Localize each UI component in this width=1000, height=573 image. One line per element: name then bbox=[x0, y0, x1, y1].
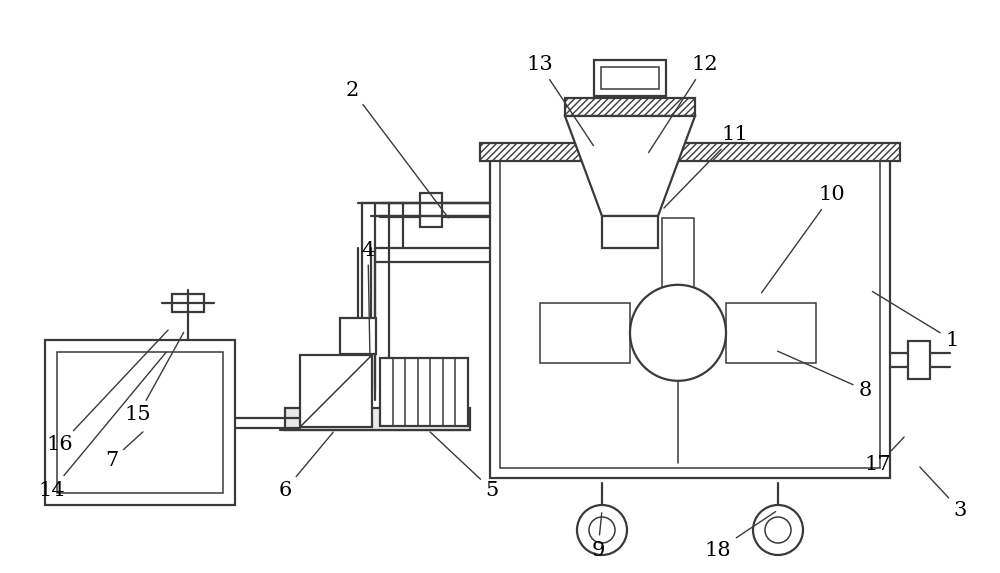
Bar bbox=[594, 60, 666, 96]
Text: 11: 11 bbox=[664, 125, 748, 208]
Circle shape bbox=[589, 517, 615, 543]
Text: 18: 18 bbox=[705, 512, 776, 559]
Bar bbox=[420, 193, 442, 227]
Bar bbox=[57, 352, 223, 493]
Bar bbox=[602, 216, 658, 248]
Bar bbox=[285, 408, 470, 430]
Bar bbox=[726, 303, 816, 363]
Text: 14: 14 bbox=[39, 352, 166, 500]
Text: 2: 2 bbox=[345, 80, 448, 218]
Text: 7: 7 bbox=[105, 432, 143, 469]
Text: 9: 9 bbox=[591, 513, 605, 559]
Text: 3: 3 bbox=[920, 467, 967, 520]
Bar bbox=[340, 318, 376, 354]
Bar bbox=[480, 143, 900, 161]
Text: 15: 15 bbox=[125, 332, 184, 425]
Bar bbox=[490, 148, 890, 478]
Bar bbox=[601, 67, 659, 89]
Text: 12: 12 bbox=[649, 56, 718, 152]
Text: 17: 17 bbox=[865, 437, 904, 474]
Text: 8: 8 bbox=[778, 351, 872, 399]
Circle shape bbox=[765, 517, 791, 543]
Bar bbox=[540, 303, 630, 363]
Text: 4: 4 bbox=[361, 241, 375, 357]
Bar bbox=[380, 358, 468, 426]
Text: 13: 13 bbox=[527, 56, 593, 146]
Bar bbox=[500, 158, 880, 468]
Text: 10: 10 bbox=[762, 186, 845, 293]
Bar bbox=[45, 340, 235, 505]
Bar bbox=[662, 218, 694, 328]
Circle shape bbox=[577, 505, 627, 555]
Bar bbox=[300, 355, 372, 427]
Text: 5: 5 bbox=[430, 432, 499, 500]
Bar bbox=[172, 294, 204, 312]
Circle shape bbox=[753, 505, 803, 555]
Bar bbox=[565, 98, 695, 116]
Text: 1: 1 bbox=[872, 292, 959, 350]
Text: 16: 16 bbox=[47, 330, 168, 454]
Circle shape bbox=[630, 285, 726, 381]
Polygon shape bbox=[565, 116, 695, 216]
Bar bbox=[908, 340, 930, 379]
Text: 6: 6 bbox=[278, 432, 333, 500]
